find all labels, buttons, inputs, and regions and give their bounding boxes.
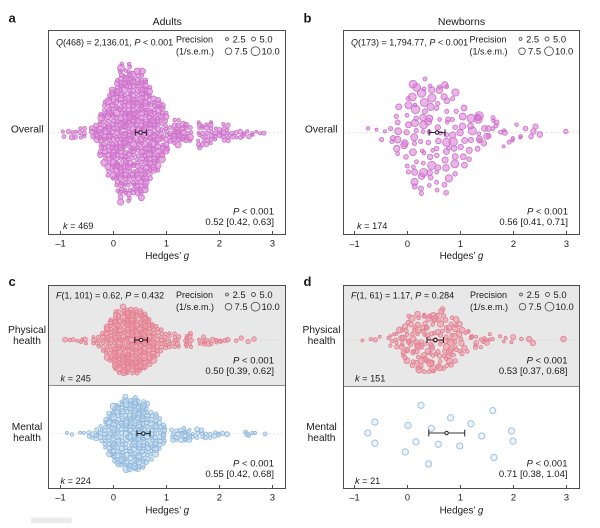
svg-text:5.0: 5.0 <box>260 33 273 44</box>
svg-text:2: 2 <box>217 239 222 249</box>
svg-text:1: 1 <box>164 493 169 503</box>
svg-text:P < 0.001: P < 0.001 <box>527 206 568 217</box>
svg-text:3: 3 <box>270 493 275 503</box>
svg-text:F(1, 61) = 1.17, P = 0.284: F(1, 61) = 1.17, P = 0.284 <box>351 291 454 301</box>
svg-text:Q(173) = 1,794.77, P < 0.001: Q(173) = 1,794.77, P < 0.001 <box>351 38 468 48</box>
svg-text:Hedges’ g: Hedges’ g <box>440 251 484 262</box>
svg-text:Hedges’ g: Hedges’ g <box>145 506 189 517</box>
svg-text:k = 174: k = 174 <box>357 221 387 231</box>
svg-text:Precision: Precision <box>176 290 213 300</box>
svg-text:2.5: 2.5 <box>233 289 246 300</box>
svg-text:2.5: 2.5 <box>526 33 539 44</box>
svg-text:Physical: Physical <box>303 325 341 336</box>
svg-text:0.71 [0.38, 1.04]: 0.71 [0.38, 1.04] <box>499 469 568 480</box>
svg-text:F(1, 101) = 0.62, P = 0.432: F(1, 101) = 0.62, P = 0.432 <box>56 291 164 301</box>
svg-text:10.0: 10.0 <box>555 46 573 57</box>
svg-text:b: b <box>304 11 312 26</box>
svg-text:1: 1 <box>458 239 463 249</box>
svg-text:k = 224: k = 224 <box>61 476 91 486</box>
svg-text:Mental: Mental <box>12 422 43 433</box>
svg-text:2.5: 2.5 <box>233 33 246 44</box>
svg-text:1: 1 <box>458 493 463 503</box>
svg-text:health: health <box>308 433 336 444</box>
svg-text:Hedges’ g: Hedges’ g <box>440 506 484 517</box>
svg-text:(1/s.e.m.): (1/s.e.m.) <box>470 47 508 57</box>
svg-text:P < 0.001: P < 0.001 <box>233 206 274 217</box>
svg-text:Overall: Overall <box>11 124 44 135</box>
svg-text:3: 3 <box>564 239 569 249</box>
svg-text:0: 0 <box>405 493 410 503</box>
svg-text:Precision: Precision <box>470 34 507 44</box>
svg-text:7.5: 7.5 <box>528 46 541 57</box>
svg-text:P < 0.001: P < 0.001 <box>233 459 274 470</box>
svg-text:Mental: Mental <box>306 422 337 433</box>
svg-text:health: health <box>13 433 41 444</box>
svg-text:–1: –1 <box>349 493 359 503</box>
svg-text:health: health <box>13 336 41 347</box>
svg-text:0: 0 <box>111 239 116 249</box>
svg-text:10.0: 10.0 <box>556 301 574 312</box>
svg-text:7.5: 7.5 <box>235 46 248 57</box>
svg-text:P < 0.001: P < 0.001 <box>527 356 568 367</box>
svg-text:(1/s.e.m.): (1/s.e.m.) <box>470 302 508 312</box>
svg-text:2: 2 <box>217 493 222 503</box>
svg-text:c: c <box>9 274 16 289</box>
svg-text:3: 3 <box>564 493 569 503</box>
svg-text:2: 2 <box>511 239 516 249</box>
svg-text:Newborns: Newborns <box>438 16 485 28</box>
svg-text:5.0: 5.0 <box>554 289 567 300</box>
svg-text:2.5: 2.5 <box>527 289 540 300</box>
svg-text:5.0: 5.0 <box>553 33 566 44</box>
svg-text:7.5: 7.5 <box>529 301 542 312</box>
svg-text:0.55 [0.42, 0.68]: 0.55 [0.42, 0.68] <box>205 469 274 480</box>
svg-text:–1: –1 <box>55 493 65 503</box>
svg-text:(1/s.e.m.): (1/s.e.m.) <box>176 47 214 57</box>
svg-text:(1/s.e.m.): (1/s.e.m.) <box>176 302 214 312</box>
svg-text:P < 0.001: P < 0.001 <box>233 356 274 367</box>
svg-text:k = 21: k = 21 <box>355 476 380 486</box>
svg-text:7.5: 7.5 <box>235 301 248 312</box>
svg-text:k = 245: k = 245 <box>61 374 91 384</box>
svg-text:0.53 [0.37, 0.68]: 0.53 [0.37, 0.68] <box>499 366 568 377</box>
svg-text:a: a <box>9 11 17 26</box>
svg-text:0.56 [0.41, 0.71]: 0.56 [0.41, 0.71] <box>499 217 568 228</box>
svg-text:0.50 [0.39, 0.62]: 0.50 [0.39, 0.62] <box>205 366 274 377</box>
svg-text:Q(468) = 2,136.01, P < 0.001: Q(468) = 2,136.01, P < 0.001 <box>56 38 173 48</box>
svg-text:k = 151: k = 151 <box>355 374 385 384</box>
svg-text:Hedges’ g: Hedges’ g <box>145 251 189 262</box>
svg-text:0: 0 <box>405 239 410 249</box>
svg-text:–1: –1 <box>349 239 359 249</box>
svg-text:health: health <box>308 336 336 347</box>
svg-text:d: d <box>304 274 312 289</box>
svg-text:5.0: 5.0 <box>260 289 273 300</box>
svg-text:10.0: 10.0 <box>262 46 280 57</box>
svg-text:Precision: Precision <box>470 290 507 300</box>
svg-text:Physical: Physical <box>8 325 46 336</box>
svg-text:Overall: Overall <box>305 124 338 135</box>
svg-text:Adults: Adults <box>153 16 182 28</box>
svg-text:k = 469: k = 469 <box>63 221 93 231</box>
svg-text:0: 0 <box>111 493 116 503</box>
svg-text:3: 3 <box>270 239 275 249</box>
svg-text:0.52 [0.42, 0.63]: 0.52 [0.42, 0.63] <box>205 217 274 228</box>
svg-text:10.0: 10.0 <box>262 301 280 312</box>
svg-text:1: 1 <box>164 239 169 249</box>
svg-text:Precision: Precision <box>176 34 213 44</box>
svg-text:P < 0.001: P < 0.001 <box>527 459 568 470</box>
svg-text:–1: –1 <box>55 239 65 249</box>
svg-text:2: 2 <box>511 493 516 503</box>
